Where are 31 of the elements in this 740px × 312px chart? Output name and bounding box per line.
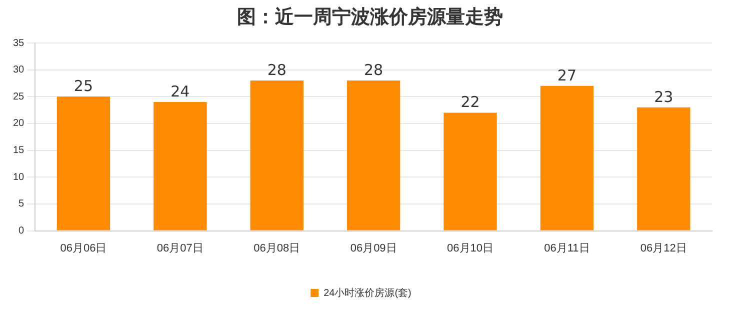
legend-label: 24小时涨价房源(套) (324, 286, 412, 299)
y-tick-label: 25 (13, 91, 25, 102)
bar (444, 112, 497, 230)
x-tick-label: 06月06日 (60, 242, 107, 254)
data-label: 28 (267, 60, 286, 79)
y-tick-label: 35 (13, 38, 25, 49)
data-label: 28 (364, 60, 384, 79)
y-tick-label: 10 (13, 172, 25, 183)
x-tick-label: 06月11日 (544, 242, 590, 254)
bar (154, 102, 207, 230)
data-label: 25 (74, 77, 94, 96)
data-label: 23 (654, 88, 674, 106)
bar (250, 80, 304, 230)
y-tick-label: 30 (13, 64, 25, 76)
y-tick-label: 0 (18, 226, 25, 237)
y-tick-label: 15 (13, 145, 25, 156)
x-tick-label: 06月07日 (156, 242, 204, 254)
x-tick-label: 06月08日 (254, 242, 300, 254)
x-tick-label: 06月12日 (640, 242, 687, 254)
x-tick-label: 06月09日 (350, 242, 397, 254)
data-label: 22 (460, 93, 480, 112)
bar (346, 80, 400, 230)
y-tick-label: 20 (13, 118, 25, 130)
data-label: 24 (170, 82, 190, 100)
bar (56, 96, 110, 230)
data-label: 27 (557, 66, 576, 84)
chart-title: 图：近一周宁波涨价房源量走势 (236, 5, 504, 30)
bar (637, 107, 690, 230)
x-tick-label: 06月10日 (447, 242, 494, 254)
y-tick-label: 5 (18, 198, 25, 210)
bar (540, 86, 594, 230)
